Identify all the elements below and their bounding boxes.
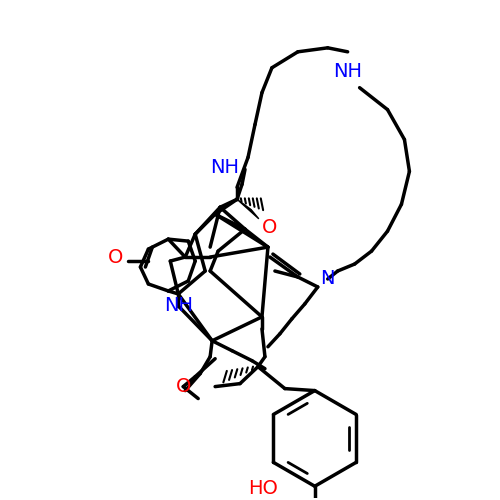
- Text: N: N: [320, 270, 335, 288]
- Text: O: O: [262, 218, 278, 236]
- Text: NH: NH: [164, 296, 193, 316]
- Text: HO: HO: [248, 478, 278, 498]
- Text: O: O: [108, 248, 123, 266]
- Text: NH: NH: [333, 62, 362, 81]
- Text: NH: NH: [210, 158, 240, 177]
- Text: O: O: [176, 377, 191, 396]
- Polygon shape: [237, 200, 259, 219]
